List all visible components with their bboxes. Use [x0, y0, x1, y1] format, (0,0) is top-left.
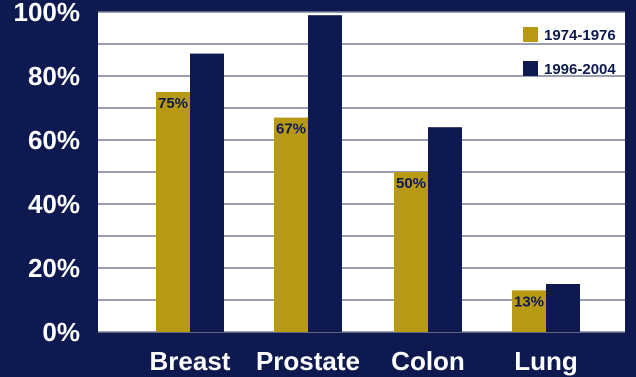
y-tick-label: 20%	[28, 253, 80, 283]
legend-swatch	[523, 61, 538, 76]
data-label: 67%	[276, 121, 306, 138]
y-tick-label: 0%	[42, 317, 80, 347]
data-label: 50%	[396, 175, 426, 192]
x-category-label: Prostate	[256, 346, 360, 376]
y-tick-label: 40%	[28, 189, 80, 219]
x-axis: Breast Prostate Colon Lung	[150, 346, 578, 376]
data-label: 75%	[158, 95, 188, 112]
bar-series-1	[156, 92, 190, 332]
data-label: 87%	[192, 57, 222, 74]
data-label: 15%	[548, 287, 578, 304]
data-labels: 75% 67% 50% 13% 87% 99% 64% 15%	[158, 18, 578, 310]
x-category-label: Lung	[514, 346, 578, 376]
x-category-label: Breast	[150, 346, 231, 376]
bar-series-2	[308, 15, 342, 332]
data-label: 99%	[310, 18, 340, 35]
bars	[156, 15, 580, 332]
data-label: 64%	[430, 130, 460, 147]
legend-label: 1974-1976	[544, 27, 616, 44]
bar-series-1	[274, 117, 308, 332]
legend: 1974-1976 1996-2004	[523, 27, 616, 78]
legend-swatch	[523, 27, 538, 42]
bar-series-2	[546, 284, 580, 332]
bar-series-2	[428, 127, 462, 332]
y-tick-label: 60%	[28, 125, 80, 155]
y-tick-label: 100%	[14, 0, 81, 27]
y-tick-label: 80%	[28, 61, 80, 91]
data-label: 13%	[514, 293, 544, 310]
x-category-label: Colon	[391, 346, 465, 376]
bar-series-2	[190, 53, 224, 332]
bar-series-1	[394, 172, 428, 332]
bar-series-1	[512, 290, 546, 332]
legend-label: 1996-2004	[544, 61, 616, 78]
y-axis: 0% 20% 40% 60% 80% 100%	[14, 0, 81, 347]
